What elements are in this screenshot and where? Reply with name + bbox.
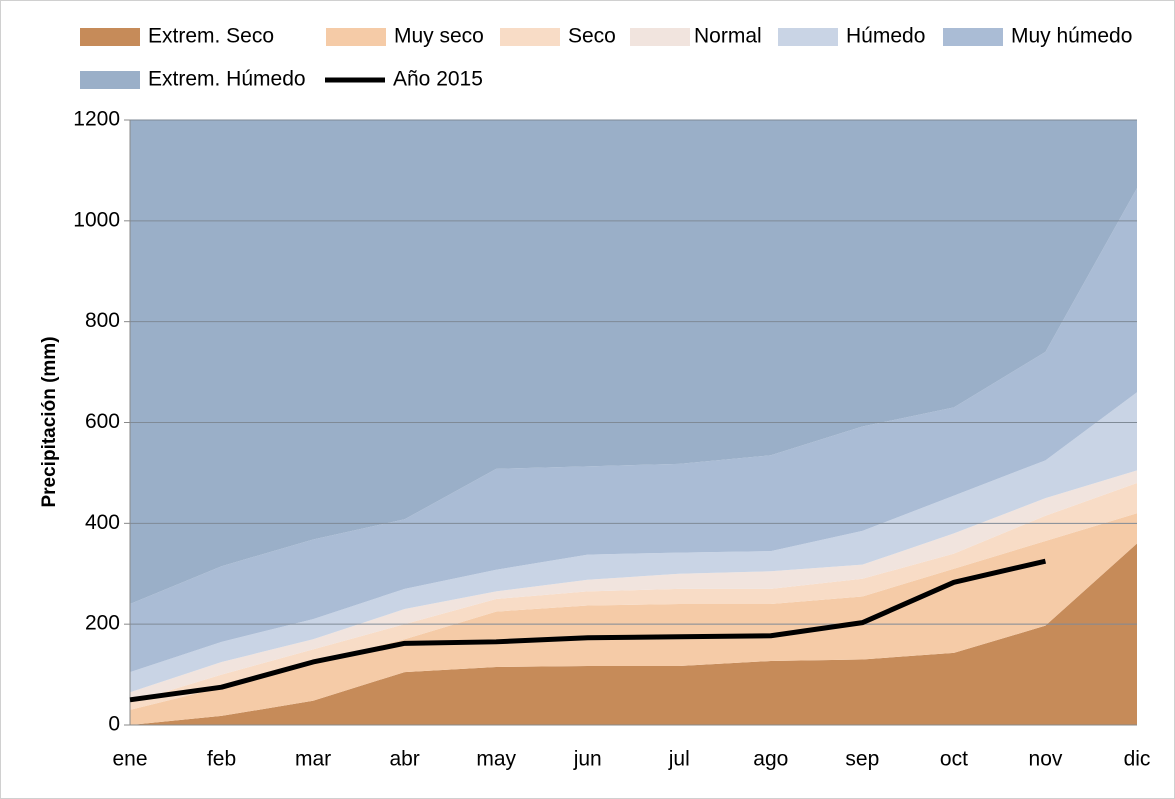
legend-label: Muy seco [394,25,484,48]
area [130,483,1137,710]
legend-swatch [943,28,1003,46]
y-tick-label: 400 [85,511,120,534]
legend-swatch [80,28,140,46]
y-tick-label: 1200 [73,108,120,131]
legend-swatch [630,28,690,46]
y-tick-label: 800 [85,309,120,332]
area [130,513,1137,725]
line [129,558,1047,703]
legend-label: Normal [694,25,762,48]
x-tick-label: jul [668,748,690,771]
y-tick-label: 0 [108,713,120,736]
x-tick-label: mar [295,748,331,771]
legend-swatch [500,28,560,46]
y-axis-title: Precipitación (mm) [39,336,60,507]
x-tick-label: ene [112,748,147,771]
y-tick-label: 200 [85,612,120,635]
legend-label: Año 2015 [393,68,483,91]
x-tick-label: feb [207,748,236,771]
x-tick-label: jun [573,748,602,771]
area [130,470,1137,703]
x-tick-label: dic [1124,748,1151,771]
legend-label: Muy húmedo [1011,25,1132,48]
x-tick-label: abr [389,748,419,771]
x-tick-label: nov [1029,748,1063,771]
legend-swatch [326,28,386,46]
y-tick-label: 600 [85,410,120,433]
legend-label: Extrem. Húmedo [148,68,306,91]
area [130,543,1137,725]
legend-label: Húmedo [846,25,925,48]
legend-label: Extrem. Seco [148,25,274,48]
legend-swatch [778,28,838,46]
area [130,188,1137,673]
x-tick-label: may [476,748,516,771]
x-tick-label: oct [940,748,968,771]
legend-swatch [80,71,140,89]
x-tick-label: ago [753,748,788,771]
legend-label: Seco [568,25,616,48]
y-tick-label: 1000 [73,208,120,231]
x-tick-label: sep [845,748,879,771]
area [130,120,1137,604]
